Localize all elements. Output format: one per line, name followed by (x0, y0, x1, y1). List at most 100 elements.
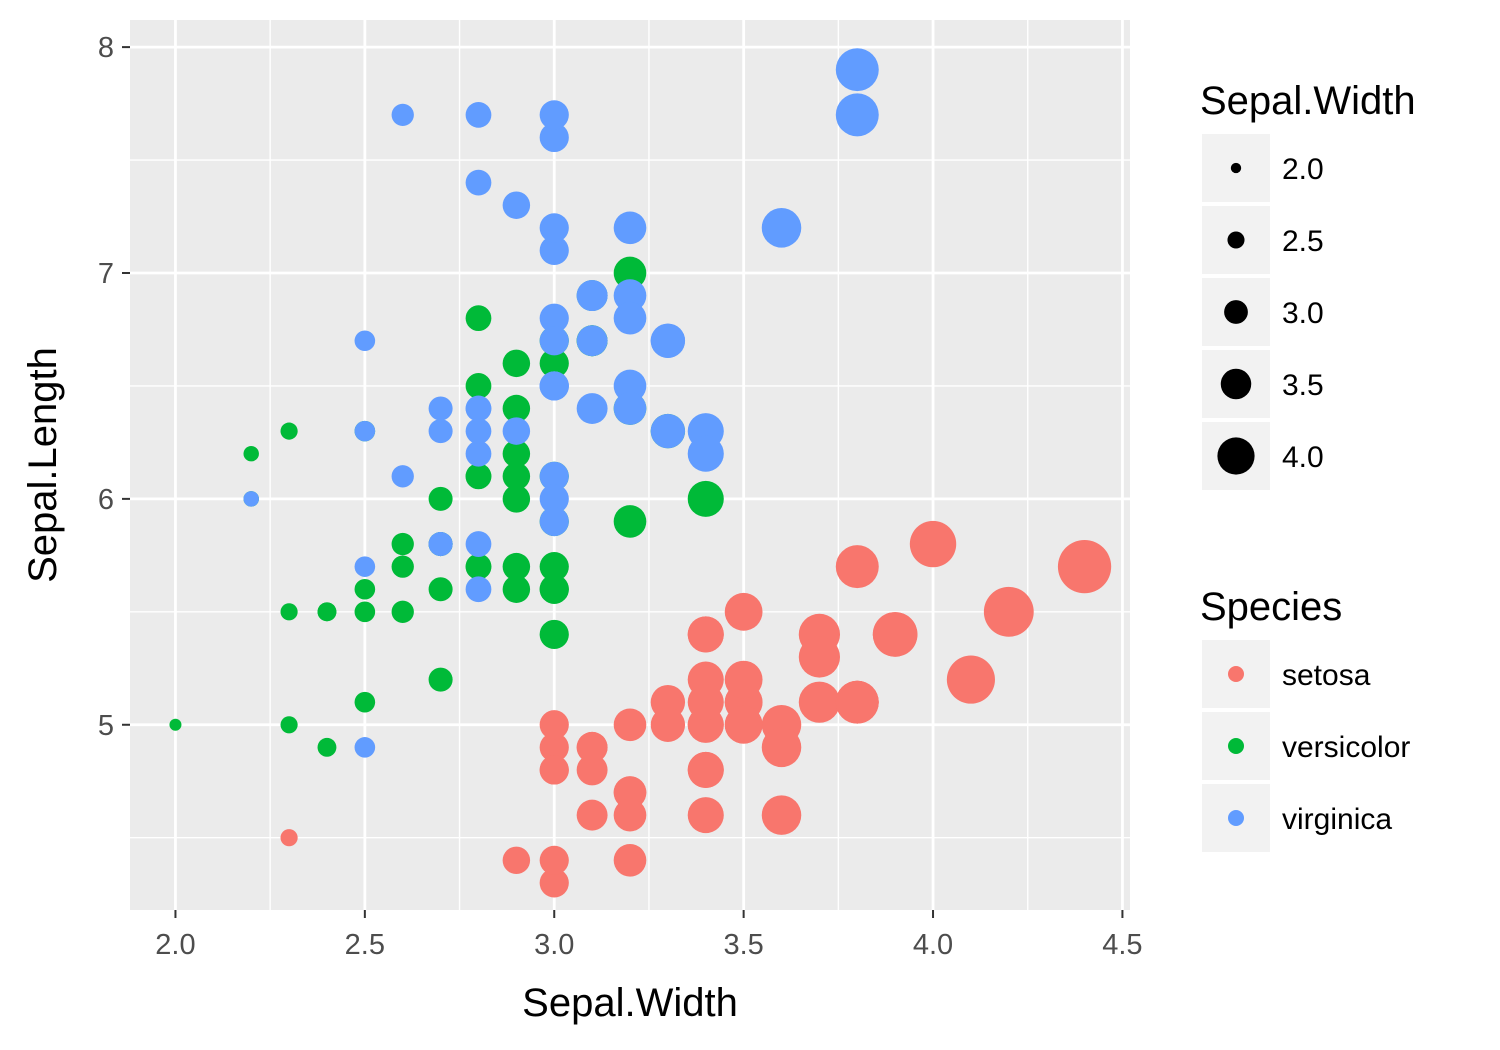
data-point-versicolor (502, 575, 531, 603)
size-legend-label: 2.5 (1282, 225, 1324, 258)
data-point-setosa (835, 680, 879, 724)
data-point-virginica (354, 737, 376, 758)
y-tick-label: 5 (98, 710, 114, 742)
data-point-versicolor (280, 422, 298, 440)
data-point-virginica (243, 491, 259, 507)
data-point-virginica (502, 417, 531, 445)
x-axis-ticks: 2.0 2.5 3.0 3.5 4.0 4.5 (155, 910, 1143, 961)
data-point-versicolor (391, 555, 414, 578)
data-point-setosa (687, 797, 724, 834)
species-legend-label: setosa (1282, 659, 1371, 692)
data-point-versicolor (539, 348, 569, 378)
size-legend-label: 3.5 (1282, 369, 1324, 402)
data-point-virginica (428, 396, 453, 421)
data-point-setosa (687, 751, 724, 788)
data-point-virginica (576, 325, 608, 357)
data-point-virginica (539, 371, 569, 401)
data-point-versicolor (539, 574, 569, 604)
size-legend-label: 4.0 (1282, 441, 1324, 474)
data-point-setosa (280, 829, 298, 847)
data-point-setosa (835, 545, 879, 589)
data-point-virginica (354, 420, 376, 442)
data-point-virginica (576, 393, 608, 424)
data-point-versicolor (502, 485, 531, 513)
data-point-versicolor (539, 552, 569, 582)
data-point-virginica (391, 465, 414, 488)
data-point-setosa (613, 776, 647, 809)
data-point-setosa (724, 592, 763, 631)
data-point-virginica (465, 576, 492, 603)
data-point-versicolor (280, 716, 298, 734)
data-point-setosa (539, 732, 569, 762)
data-point-virginica (835, 93, 879, 137)
data-point-virginica (428, 532, 453, 557)
data-point-versicolor (613, 256, 647, 290)
data-point-setosa (613, 843, 647, 877)
size-legend-dot (1220, 368, 1252, 400)
data-point-virginica (650, 323, 686, 358)
data-point-versicolor (391, 532, 414, 556)
data-point-virginica (354, 556, 376, 577)
x-axis-title: Sepal.Width (522, 981, 738, 1025)
data-point-virginica (539, 235, 569, 266)
data-point-versicolor (354, 578, 376, 600)
data-point-virginica (539, 122, 569, 153)
data-point-setosa (687, 616, 724, 653)
data-point-virginica (650, 413, 686, 449)
data-point-versicolor (502, 462, 531, 491)
data-point-virginica (835, 48, 879, 92)
data-point-setosa (798, 681, 841, 723)
data-point-setosa (761, 727, 802, 768)
data-point-setosa (576, 754, 608, 786)
data-point-setosa (613, 708, 647, 742)
species-legend-title: Species (1200, 585, 1342, 629)
data-point-setosa (539, 845, 569, 875)
y-axis-ticks: 5 6 7 8 (98, 32, 130, 742)
data-point-versicolor (428, 577, 453, 602)
data-point-virginica (465, 418, 492, 444)
data-point-setosa (946, 655, 995, 704)
species-legend-dot (1228, 810, 1244, 826)
data-point-versicolor (243, 445, 259, 462)
y-tick-label: 7 (98, 258, 114, 290)
species-legend-label: versicolor (1282, 731, 1410, 764)
data-point-versicolor (169, 718, 182, 731)
data-point-setosa (539, 755, 569, 785)
data-point-setosa (502, 846, 531, 875)
data-point-versicolor (502, 394, 531, 423)
data-point-versicolor (502, 552, 531, 581)
data-point-setosa (761, 795, 802, 835)
data-point-setosa (539, 868, 569, 898)
data-point-versicolor (280, 603, 298, 621)
species-legend: Species setosa versicolor virginica (1200, 585, 1410, 852)
data-point-setosa (724, 660, 763, 699)
data-points (169, 48, 1112, 898)
data-point-setosa (576, 731, 608, 763)
data-point-virginica (613, 392, 647, 425)
size-legend-dot (1227, 231, 1245, 249)
data-point-virginica (613, 369, 647, 403)
data-point-setosa (650, 707, 686, 742)
data-point-virginica (539, 213, 569, 243)
data-point-versicolor (465, 463, 492, 490)
data-point-virginica (539, 506, 569, 537)
data-point-virginica (613, 301, 647, 335)
data-point-versicolor (539, 619, 569, 650)
data-point-virginica (687, 435, 724, 472)
data-point-setosa (687, 684, 724, 721)
data-point-virginica (539, 303, 569, 333)
data-point-virginica (539, 326, 569, 356)
x-tick-label: 2.0 (155, 929, 195, 961)
data-point-virginica (613, 279, 647, 312)
size-legend-label: 2.0 (1282, 153, 1324, 186)
data-point-virginica (502, 191, 531, 219)
data-point-versicolor (502, 349, 531, 378)
species-legend-dot (1228, 666, 1244, 682)
data-point-setosa (909, 520, 957, 568)
data-point-setosa (983, 586, 1034, 637)
data-point-setosa (798, 636, 841, 678)
data-point-versicolor (613, 505, 647, 538)
x-tick-label: 2.5 (345, 929, 385, 961)
data-point-virginica (539, 484, 569, 514)
